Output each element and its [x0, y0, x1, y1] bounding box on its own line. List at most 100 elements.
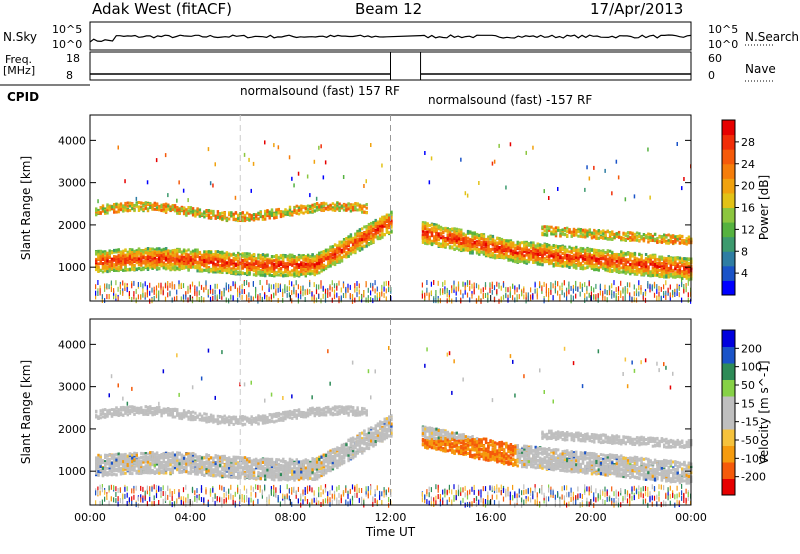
range-gate: [575, 253, 578, 257]
range-gate: [340, 295, 342, 301]
range-gate: [381, 218, 384, 222]
range-gate: [599, 231, 603, 234]
range-gate: [584, 257, 587, 261]
range-gate: [117, 257, 120, 261]
range-gate: [491, 234, 495, 238]
range-gate: [361, 235, 364, 239]
range-gate: [484, 284, 487, 290]
range-gate: [205, 213, 208, 217]
range-gate: [514, 285, 516, 291]
range-gate: [304, 297, 306, 302]
range-gate: [370, 238, 373, 242]
range-gate: [381, 235, 384, 239]
range-gate: [304, 268, 307, 272]
range-gate: [333, 283, 336, 289]
range-gate: [277, 287, 279, 293]
range-gate: [608, 237, 612, 241]
range-gate: [140, 267, 143, 271]
range-gate: [451, 227, 454, 231]
range-gate: [182, 266, 186, 270]
range-gate: [200, 212, 204, 216]
range-gate: [158, 207, 161, 211]
range-gate: [221, 215, 224, 218]
range-gate: [97, 210, 100, 214]
range-gate: [124, 254, 127, 258]
range-gate: [590, 256, 594, 260]
range-gate: [559, 246, 562, 250]
range-gate: [390, 230, 393, 234]
range-gate: [110, 257, 114, 261]
range-gate: [234, 269, 238, 273]
range-gate: [595, 248, 598, 252]
range-gate: [95, 284, 97, 290]
range-gate: [437, 238, 440, 242]
range-gate: [196, 253, 199, 257]
range-gate: [532, 145, 534, 150]
range-gate: [318, 284, 320, 290]
range-gate: [347, 241, 350, 245]
range-gate: [216, 216, 220, 219]
range-gate: [424, 221, 427, 225]
range-gate: [608, 267, 612, 270]
range-gate: [557, 252, 560, 256]
range-gate: [144, 247, 147, 251]
range-gate: [300, 261, 303, 265]
range-gate: [496, 254, 499, 258]
range-gate: [457, 281, 460, 287]
range-gate: [593, 254, 596, 258]
range-gate: [599, 251, 603, 255]
range-gate: [169, 258, 172, 262]
range-gate: [340, 248, 344, 252]
range-gate: [383, 216, 386, 220]
range-gate: [146, 209, 150, 213]
range-gate: [370, 282, 372, 288]
range-gate: [527, 257, 531, 261]
range-gate: [469, 248, 472, 251]
range-gate: [602, 249, 605, 253]
range-gate: [590, 248, 594, 252]
range-gate: [173, 248, 177, 252]
range-gate: [189, 287, 191, 293]
range-gate: [581, 250, 585, 253]
range-gate: [351, 238, 355, 242]
range-gate: [493, 285, 496, 291]
range-gate: [516, 260, 519, 264]
range-gate: [144, 206, 147, 210]
range-gate: [270, 260, 274, 264]
range-gate: [530, 257, 533, 261]
range-gate: [500, 237, 504, 241]
range-gate: [379, 233, 382, 237]
range-gate: [575, 293, 577, 299]
range-gate: [608, 263, 612, 267]
range-gate: [124, 201, 127, 205]
range-gate: [331, 245, 335, 249]
range-gate: [613, 265, 616, 269]
range-gate: [606, 253, 609, 257]
range-gate: [135, 257, 138, 261]
range-gate: [128, 257, 132, 261]
range-gate: [219, 215, 222, 219]
range-gate: [95, 290, 97, 296]
range-gate: [288, 260, 292, 264]
range-gate: [185, 252, 188, 256]
range-gate: [246, 263, 249, 267]
range-gate: [588, 176, 591, 181]
range-gate: [566, 226, 569, 230]
range-gate: [284, 262, 287, 266]
range-gate: [320, 263, 323, 267]
range-gate: [315, 257, 319, 261]
range-gate: [194, 252, 197, 256]
range-gate: [149, 265, 152, 269]
range-gate: [442, 240, 445, 244]
range-gate: [270, 258, 274, 262]
cpid-segment-1: normalsound (fast) 157 RF: [240, 84, 400, 98]
range-gate: [536, 254, 540, 258]
range-gate: [239, 253, 242, 257]
range-gate: [140, 250, 143, 254]
range-gate: [507, 297, 509, 303]
nsky-label: N.Sky: [3, 30, 38, 44]
range-gate: [336, 259, 339, 263]
range-gate: [291, 176, 293, 181]
range-gate: [345, 237, 348, 240]
range-gate: [223, 268, 226, 272]
